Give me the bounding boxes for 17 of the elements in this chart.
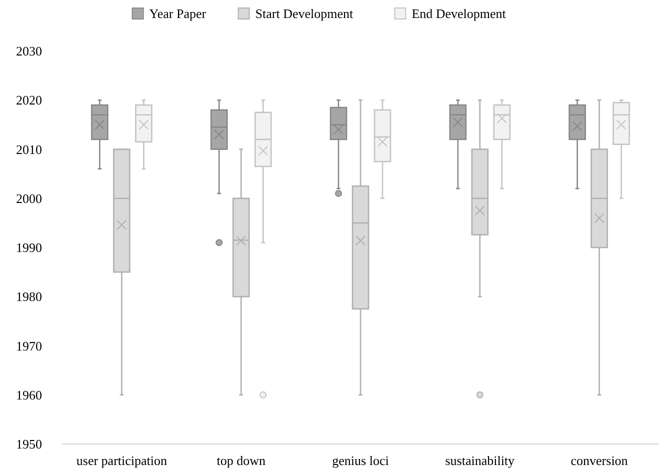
x-tick-label: top down [216, 453, 266, 468]
y-tick-label: 2020 [16, 92, 42, 108]
y-tick-label: 1970 [16, 338, 42, 354]
x-tick-label: conversion [570, 453, 628, 468]
legend-label: End Development [412, 6, 506, 21]
y-tick-label: 1990 [16, 240, 42, 256]
x-tick-label: sustainability [445, 453, 516, 468]
y-tick-label: 1950 [16, 436, 42, 452]
legend-label: Year Paper [149, 6, 207, 21]
x-tick-label: user participation [76, 453, 168, 468]
legend-label: Start Development [255, 6, 354, 21]
y-tick-label: 2030 [16, 44, 42, 59]
y-tick-label: 1980 [16, 289, 42, 304]
x-tick-label: genius loci [332, 453, 390, 468]
y-tick-label: 2010 [16, 142, 42, 157]
y-tick-label: 1960 [16, 387, 42, 402]
y-tick-label: 2000 [16, 190, 42, 206]
